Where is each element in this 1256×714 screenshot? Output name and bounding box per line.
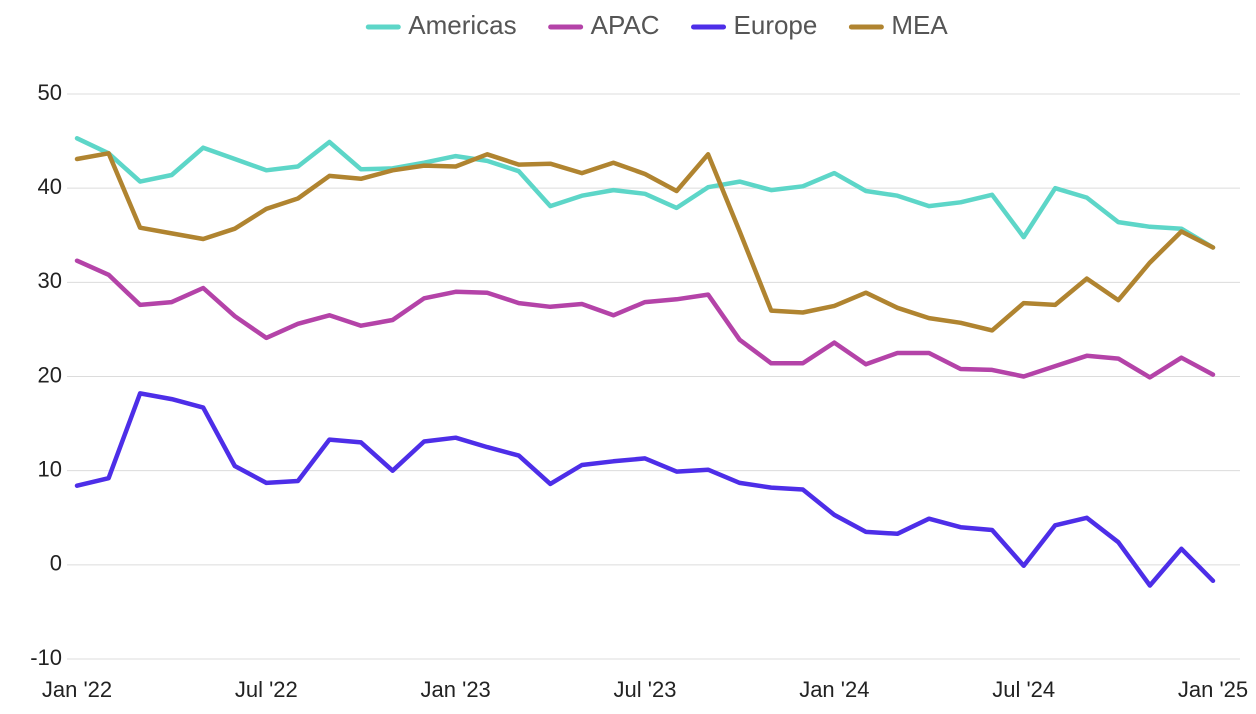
series-line (74, 151, 1216, 333)
x-tick-label: Jul '24 (992, 677, 1055, 702)
series-line (74, 258, 1216, 380)
y-tick-label: 0 (50, 551, 62, 576)
x-tick-label: Jan '25 (1178, 677, 1248, 702)
y-tick-label: 10 (38, 456, 62, 481)
series-line (74, 136, 1216, 250)
legend-label: Americas (408, 10, 516, 40)
x-tick-label: Jan '22 (42, 677, 112, 702)
y-tick-label: 20 (38, 362, 62, 387)
x-tick-label: Jul '22 (235, 677, 298, 702)
y-tick-label: 50 (38, 80, 62, 105)
x-tick-label: Jan '23 (421, 677, 491, 702)
y-tick-label: 40 (38, 174, 62, 199)
y-tick-label: 30 (38, 268, 62, 293)
legend-label: Europe (734, 10, 818, 40)
x-tick-label: Jul '23 (614, 677, 677, 702)
y-tick-label: -10 (30, 645, 62, 670)
legend-label: APAC (591, 10, 660, 40)
legend-label: MEA (891, 10, 948, 40)
x-tick-label: Jan '24 (799, 677, 869, 702)
series-line (74, 391, 1216, 588)
